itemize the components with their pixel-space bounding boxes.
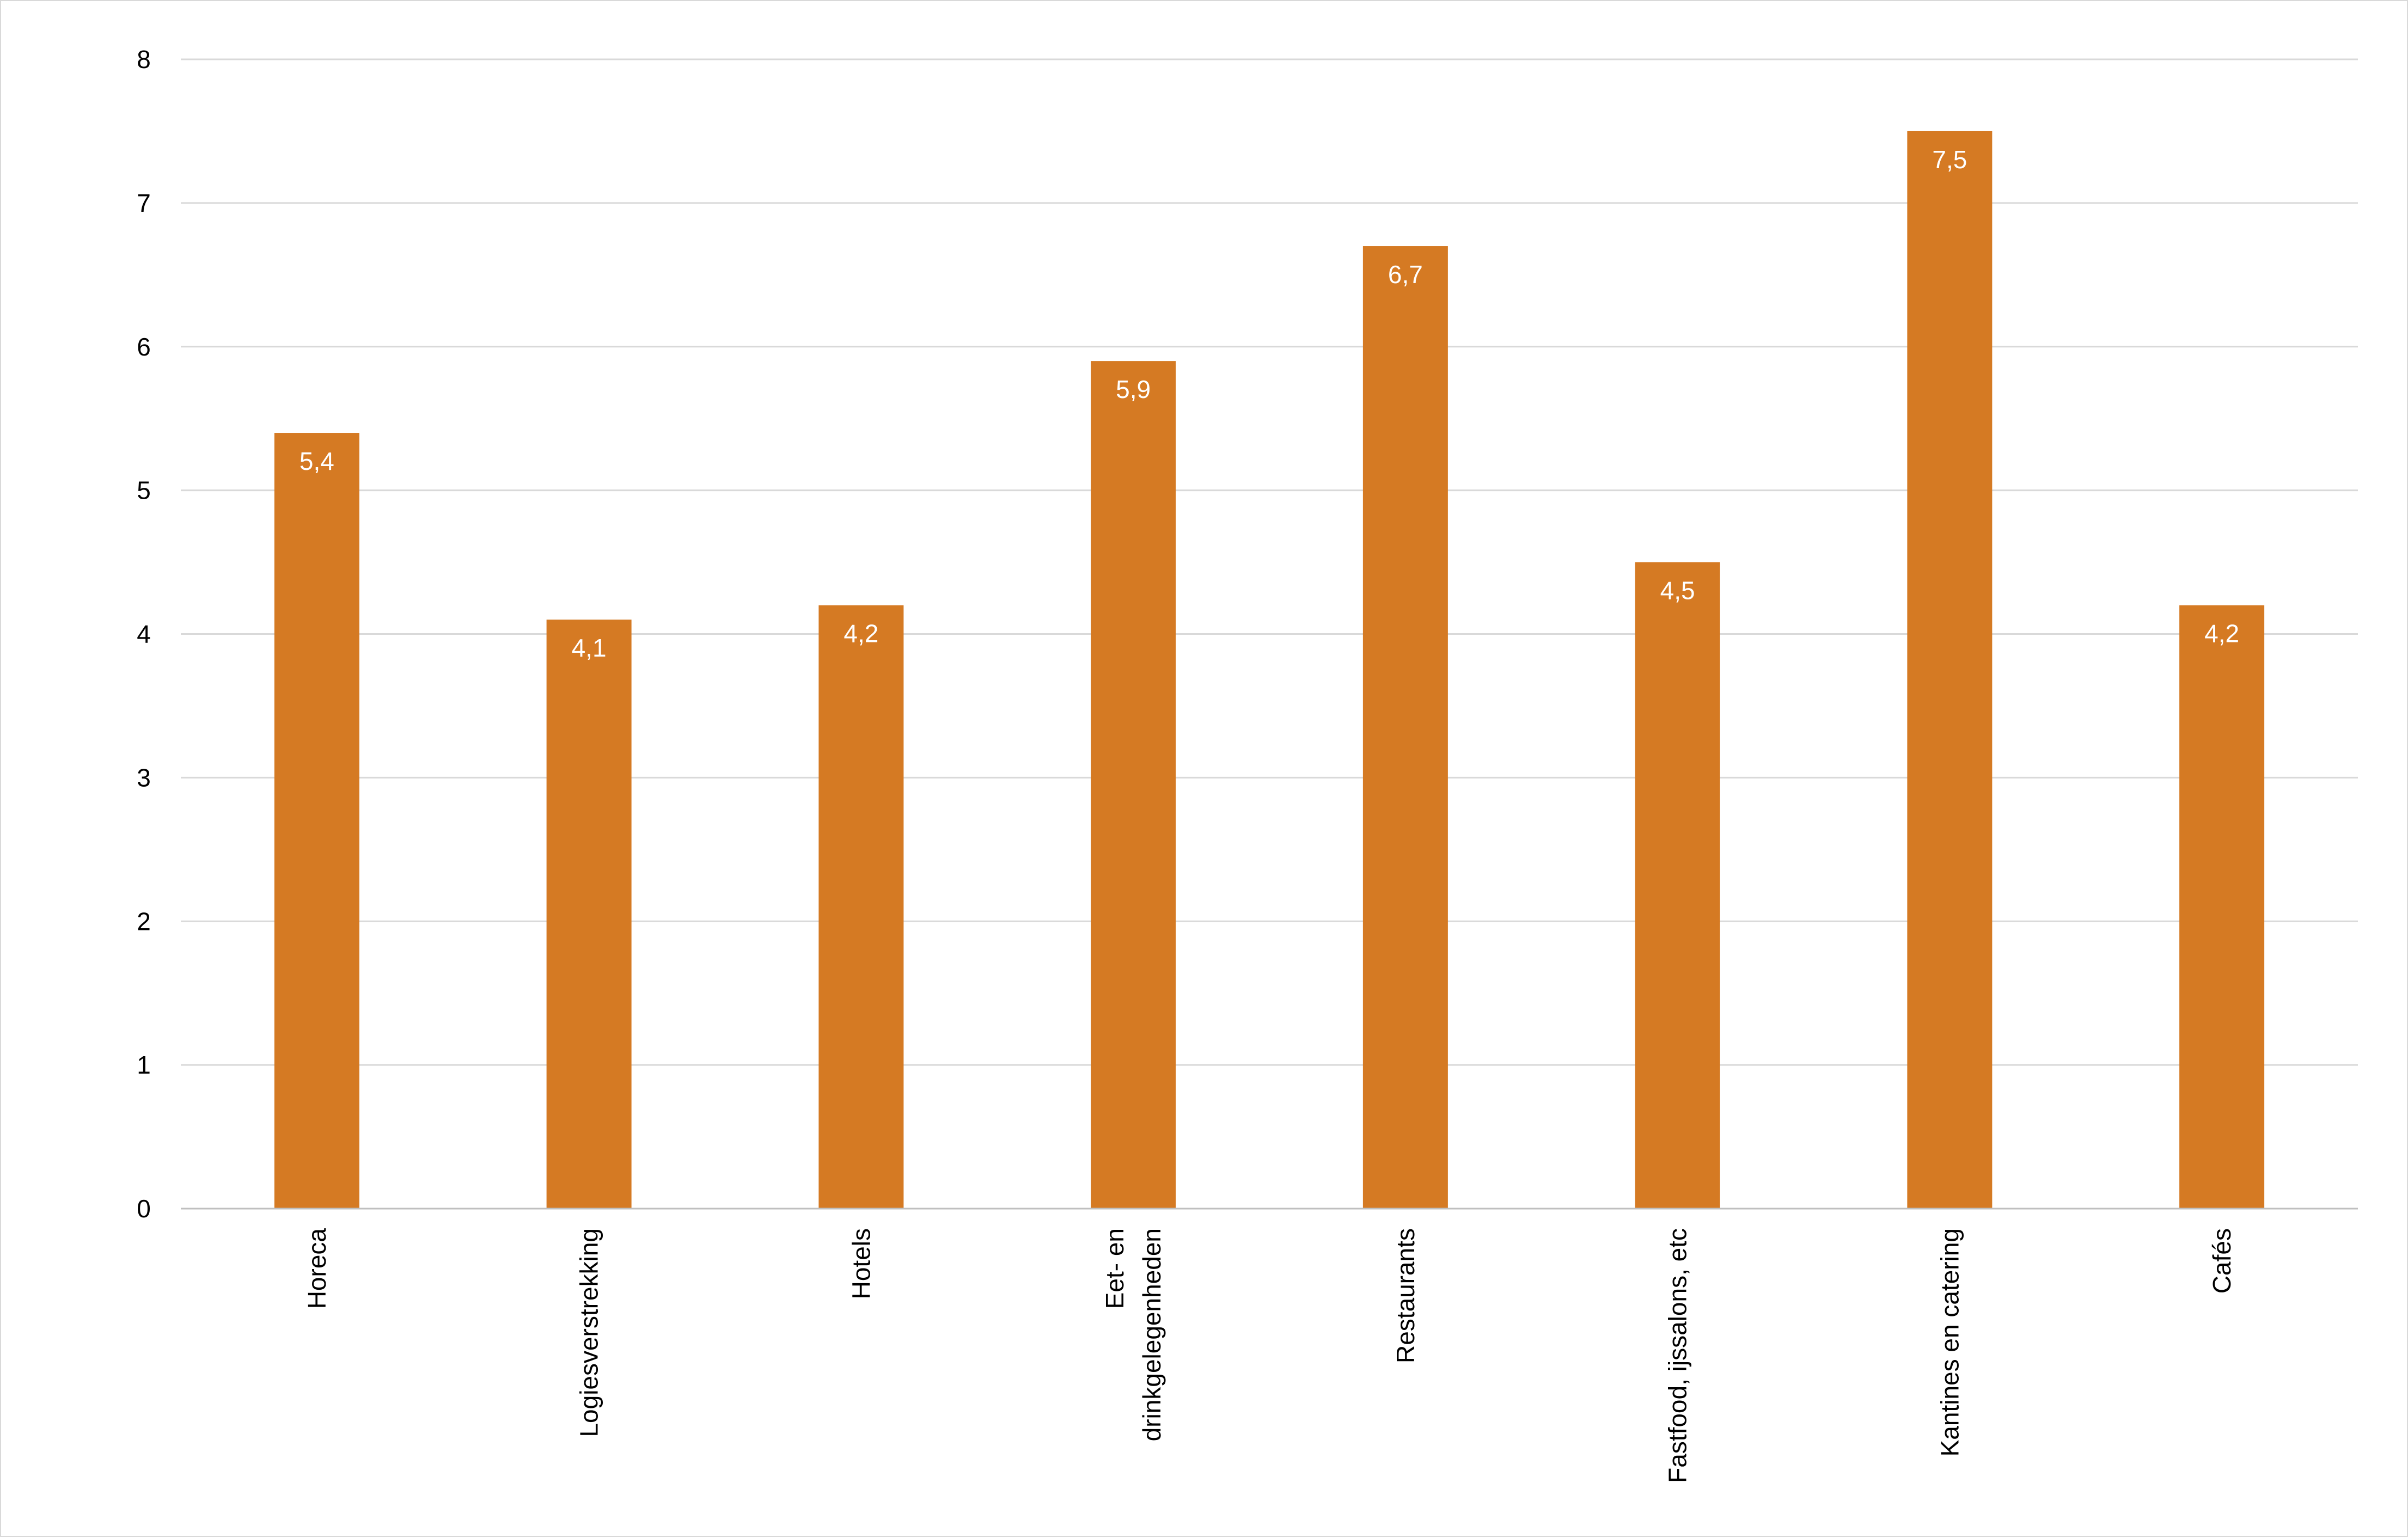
y-tick-label: 7 <box>137 189 151 217</box>
data-label: 4,1 <box>572 634 607 662</box>
bar <box>1362 246 1448 1209</box>
data-label: 4,2 <box>2204 620 2239 648</box>
y-tick-label: 5 <box>137 476 151 505</box>
data-label: 7,5 <box>1932 145 1967 174</box>
y-tick-label: 2 <box>137 907 151 935</box>
gridlines <box>181 58 2358 1066</box>
x-tick-label: drinkgelegenheden <box>1138 1228 1166 1441</box>
bar <box>274 433 359 1209</box>
bar <box>546 620 632 1209</box>
bar <box>1091 361 1176 1209</box>
y-axis-ticks: 0 1 2 3 4 5 6 7 8 <box>137 45 151 1223</box>
x-tick-label: Hotels <box>847 1228 875 1299</box>
y-tick-label: 6 <box>137 333 151 361</box>
x-tick-label: Logiesverstrekking <box>575 1228 603 1437</box>
x-tick-label: Restaurants <box>1391 1228 1420 1363</box>
bar <box>1635 562 1720 1209</box>
x-tick-label: Cafés <box>2208 1228 2236 1294</box>
x-tick-label: Kantines en catering <box>1935 1228 1964 1456</box>
data-labels: 5,4 4,1 4,2 5,9 6,7 4,5 7,5 4,2 <box>300 145 2239 662</box>
data-label: 6,7 <box>1388 260 1423 289</box>
x-tick-label-group: Logiesverstrekking <box>575 1228 603 1437</box>
x-axis-ticks: Horeca Logiesverstrekking Hotels Eet- en dri… <box>303 1228 2236 1483</box>
bar <box>2179 605 2265 1209</box>
x-tick-label: Eet- en <box>1101 1228 1129 1309</box>
data-label: 5,9 <box>1116 375 1151 403</box>
x-tick-label-group: Eet- en drinkgelegenheden <box>1101 1228 1166 1441</box>
y-tick-label: 3 <box>137 763 151 792</box>
bar <box>1907 131 1993 1209</box>
bars <box>274 131 2265 1209</box>
x-tick-label: Fastfood, ijssalons, etc <box>1664 1228 1692 1483</box>
x-tick-label-group: Fastfood, ijssalons, etc <box>1664 1228 1692 1483</box>
x-tick-label-group: Kantines en catering <box>1935 1228 1964 1456</box>
y-tick-label: 4 <box>137 620 151 648</box>
data-label: 4,5 <box>1660 577 1695 605</box>
bar <box>818 605 904 1209</box>
y-tick-label: 1 <box>137 1051 151 1079</box>
x-tick-label-group: Hotels <box>847 1228 875 1299</box>
y-tick-label: 0 <box>137 1194 151 1223</box>
x-tick-label-group: Cafés <box>2208 1228 2236 1294</box>
data-label: 4,2 <box>844 620 878 648</box>
x-tick-label: Horeca <box>303 1228 331 1309</box>
x-tick-label-group: Horeca <box>303 1228 331 1309</box>
y-tick-label: 8 <box>137 45 151 73</box>
data-label: 5,4 <box>300 447 334 475</box>
x-tick-label-group: Restaurants <box>1391 1228 1420 1363</box>
